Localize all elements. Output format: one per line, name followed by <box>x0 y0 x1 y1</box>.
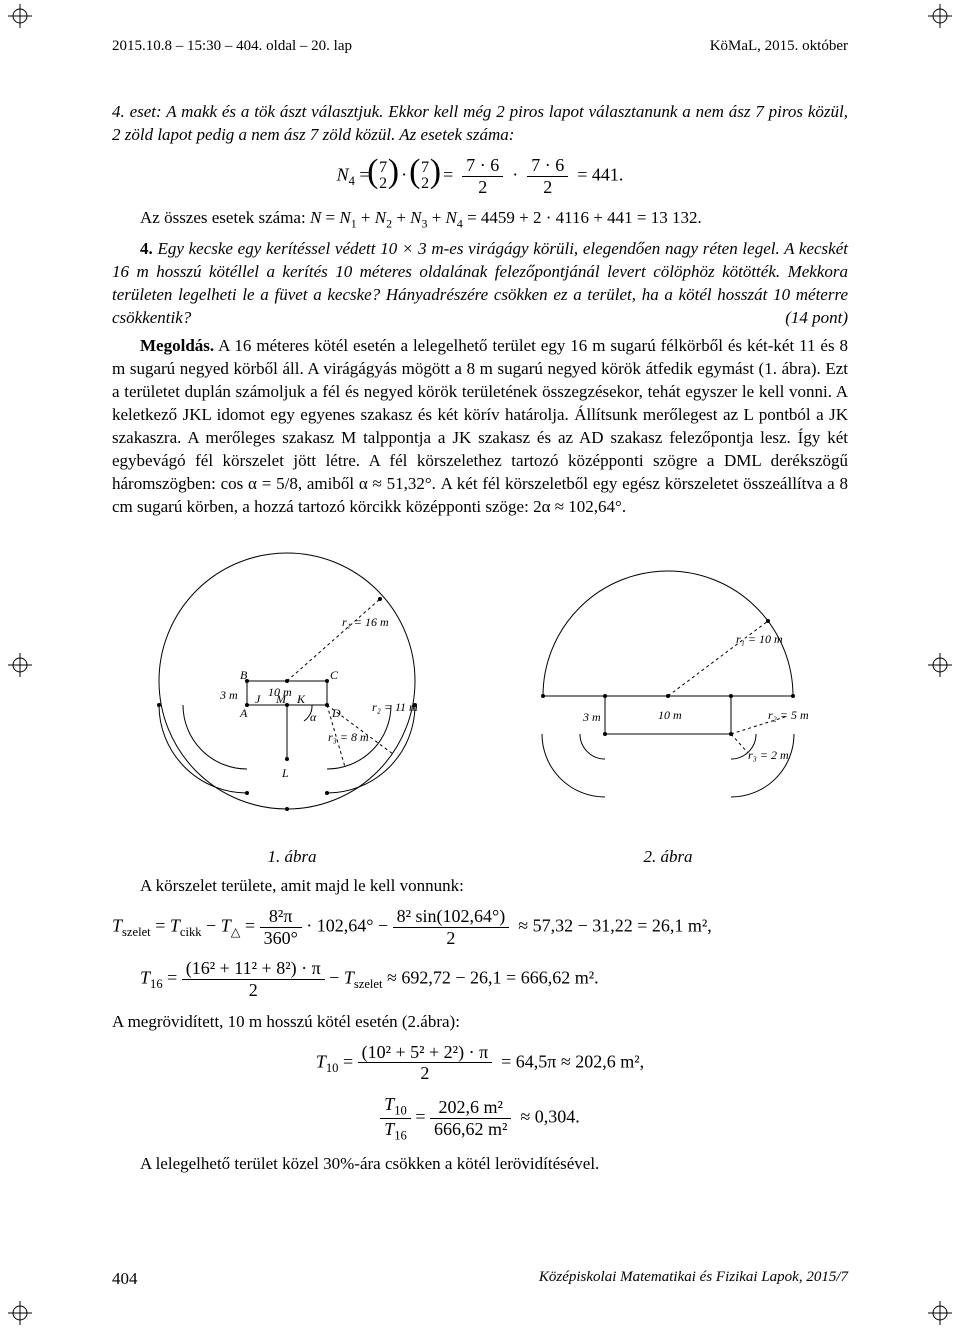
case4-intro: 4. eset: A makk és a tök ászt választjuk… <box>112 101 848 147</box>
running-footer: 404 Középiskolai Matematikai és Fizikai … <box>112 1269 848 1289</box>
svg-text:α: α <box>310 710 317 724</box>
conclusion: A lelegelhető terület közel 30%-ára csök… <box>112 1153 848 1176</box>
svg-text:r₂ = 11 m: r₂ = 11 m <box>372 700 418 714</box>
points: (14 pont) <box>757 307 848 330</box>
problem-4: 4. Egy kecske egy kerítéssel védett 10 ×… <box>112 238 848 330</box>
after-figs-intro: A körszelet területe, amit majd le kell … <box>112 875 848 898</box>
tratio-formula: T10T16 = 202,6 m²666,62 m² ≈ 0,304. <box>112 1094 848 1143</box>
header-left: 2015.10.8 – 15:30 – 404. oldal – 20. lap <box>112 38 352 55</box>
fig1-caption: 1. ábra <box>267 847 316 867</box>
cropmark-tl <box>8 4 32 28</box>
cropmark-bl <box>8 1301 32 1325</box>
cropmark-ml <box>8 653 32 677</box>
svg-text:r₃ = 2 m: r₃ = 2 m <box>748 748 789 762</box>
short-intro: A megrövidített, 10 m hosszú kötél eseté… <box>112 1011 848 1034</box>
svg-text:K: K <box>296 692 306 706</box>
header-right: KöMaL, 2015. október <box>710 38 848 55</box>
figure-row: r₁ = 16 m r₂ = 11 m r₃ = 8 m 10 m 3 m A … <box>112 541 848 867</box>
figure-1: r₁ = 16 m r₂ = 11 m r₃ = 8 m 10 m 3 m A … <box>112 541 472 867</box>
svg-text:r₃ = 8 m: r₃ = 8 m <box>328 730 369 744</box>
page-number: 404 <box>112 1269 138 1289</box>
svg-text:r₁ = 16 m: r₁ = 16 m <box>342 615 389 629</box>
svg-text:B: B <box>240 668 248 682</box>
fig2-caption: 2. ábra <box>643 847 692 867</box>
svg-text:3 m: 3 m <box>219 688 238 702</box>
cropmark-tr <box>928 4 952 28</box>
figure-2: r₁ = 10 m r₂ = 5 m r₃ = 2 m 10 m 3 m 2. … <box>488 541 848 867</box>
solution: Megoldás. A 16 méteres kötél esetén a le… <box>112 335 848 519</box>
tszelet-formula: Tszelet = Tcikk − T△ = 8²π360° · 102,64°… <box>112 906 848 948</box>
total-line: Az összes esetek száma: N = N1 + N2 + N3… <box>112 207 848 231</box>
svg-text:r₁ = 10 m: r₁ = 10 m <box>736 632 783 646</box>
svg-text:10 m: 10 m <box>658 708 682 722</box>
t16-formula: T16 = (16² + 11² + 8²) · π2 − Tszelet ≈ … <box>112 958 848 1000</box>
footer-title: Középiskolai Matematikai és Fizikai Lapo… <box>539 1269 848 1289</box>
svg-text:3 m: 3 m <box>582 710 601 724</box>
t10-formula: T10 = (10² + 5² + 2²) · π2 = 64,5π ≈ 202… <box>112 1042 848 1084</box>
svg-text:J: J <box>255 692 261 706</box>
cropmark-br <box>928 1301 952 1325</box>
n4-formula: N4 = 72 · 72 = 7 · 62 · 7 · 62 = 441. <box>112 155 848 197</box>
svg-text:D: D <box>331 706 341 720</box>
page: 2015.10.8 – 15:30 – 404. oldal – 20. lap… <box>0 0 960 1329</box>
svg-text:A: A <box>239 706 248 720</box>
svg-text:M: M <box>275 692 287 706</box>
svg-text:r₂ = 5 m: r₂ = 5 m <box>768 708 809 722</box>
cropmark-mr <box>928 653 952 677</box>
running-header: 2015.10.8 – 15:30 – 404. oldal – 20. lap… <box>112 38 848 55</box>
svg-text:C: C <box>330 668 339 682</box>
svg-text:L: L <box>281 766 289 780</box>
